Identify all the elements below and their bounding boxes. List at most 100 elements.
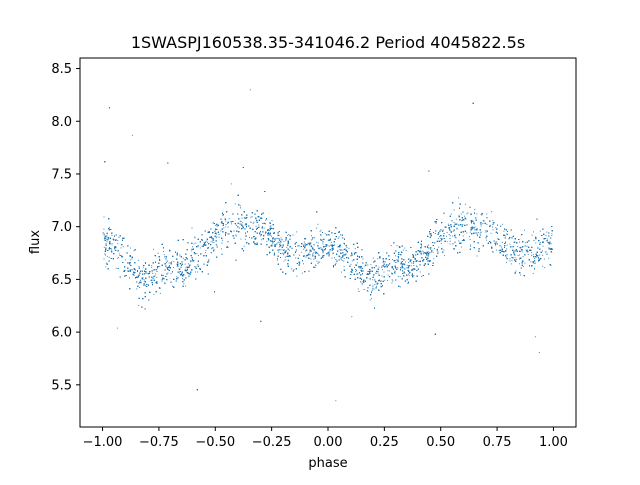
- data-point: [467, 212, 469, 214]
- data-point: [544, 267, 546, 269]
- data-point: [261, 239, 263, 241]
- data-point: [117, 256, 119, 258]
- data-point: [476, 255, 478, 257]
- data-point: [259, 235, 261, 237]
- data-point: [317, 262, 319, 264]
- data-point: [287, 234, 289, 236]
- data-point: [296, 231, 298, 233]
- data-point: [469, 239, 471, 241]
- data-point: [203, 242, 205, 244]
- data-point: [134, 269, 136, 271]
- data-point: [264, 233, 266, 235]
- data-point: [239, 205, 241, 207]
- data-point: [130, 262, 131, 263]
- data-point: [284, 256, 286, 258]
- data-point: [191, 260, 193, 262]
- data-point: [122, 246, 124, 248]
- data-point: [166, 262, 167, 264]
- data-point: [179, 272, 181, 274]
- data-point: [532, 254, 534, 256]
- data-point: [282, 246, 284, 248]
- data-point: [303, 248, 305, 250]
- data-point: [501, 241, 503, 243]
- data-point: [374, 284, 376, 286]
- data-point: [531, 254, 533, 256]
- data-point: [193, 243, 195, 245]
- data-point: [338, 236, 340, 238]
- data-point: [153, 277, 155, 279]
- data-point: [292, 270, 294, 272]
- data-point: [550, 243, 552, 245]
- data-point: [383, 271, 385, 273]
- data-point: [215, 244, 217, 245]
- data-point: [212, 241, 214, 243]
- data-point: [301, 251, 303, 253]
- data-point: [305, 256, 307, 258]
- data-point: [196, 253, 198, 255]
- data-point: [362, 258, 364, 260]
- data-point: [369, 299, 371, 301]
- data-point: [335, 262, 337, 264]
- data-point: [295, 250, 297, 252]
- data-point: [387, 270, 389, 272]
- data-point: [448, 234, 450, 236]
- data-point: [452, 230, 454, 232]
- data-point: [531, 252, 533, 254]
- data-point: [161, 280, 163, 282]
- data-point: [279, 249, 281, 251]
- data-point: [159, 293, 161, 294]
- data-point: [271, 244, 273, 246]
- data-point: [105, 262, 107, 264]
- data-point: [129, 259, 131, 261]
- data-point: [169, 250, 171, 252]
- data-point: [464, 203, 466, 205]
- data-point: [243, 245, 245, 247]
- data-point: [391, 279, 393, 281]
- data-point: [103, 216, 105, 218]
- data-point: [185, 285, 187, 287]
- data-point: [422, 251, 424, 253]
- data-point: [446, 241, 448, 243]
- data-point: [371, 290, 373, 292]
- data-point: [201, 239, 203, 241]
- data-point: [542, 254, 544, 256]
- data-point: [238, 227, 240, 229]
- data-point: [244, 238, 246, 240]
- data-point: [437, 250, 439, 252]
- data-point: [462, 235, 464, 237]
- data-point: [517, 246, 519, 247]
- data-point: [110, 243, 112, 245]
- data-point: [486, 239, 488, 241]
- data-point: [350, 263, 352, 265]
- data-point: [534, 336, 536, 338]
- data-point: [383, 265, 385, 267]
- data-point: [486, 224, 488, 226]
- data-point: [226, 247, 228, 249]
- data-point: [311, 248, 313, 250]
- data-point: [501, 246, 503, 248]
- data-point: [309, 251, 311, 253]
- data-point: [372, 279, 374, 281]
- data-point: [548, 257, 550, 259]
- data-point: [194, 237, 196, 239]
- data-point: [277, 258, 278, 260]
- data-point: [206, 240, 208, 242]
- data-point: [195, 271, 196, 273]
- data-point: [468, 236, 470, 237]
- data-point: [480, 234, 482, 236]
- data-point: [476, 213, 478, 215]
- data-point: [372, 288, 373, 290]
- data-point: [441, 237, 443, 239]
- data-point: [514, 260, 516, 261]
- data-point: [551, 233, 553, 235]
- data-point: [290, 255, 291, 257]
- data-point: [524, 242, 526, 244]
- data-point: [446, 235, 447, 237]
- data-point: [107, 239, 109, 241]
- data-point: [163, 254, 165, 256]
- data-point: [267, 235, 269, 236]
- data-point: [443, 249, 445, 251]
- data-point: [396, 245, 398, 247]
- data-point: [316, 241, 318, 243]
